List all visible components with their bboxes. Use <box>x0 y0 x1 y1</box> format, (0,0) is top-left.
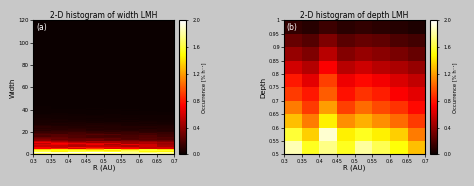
Y-axis label: Occurrence [% h⁻¹]: Occurrence [% h⁻¹] <box>453 62 457 113</box>
Text: (b): (b) <box>287 23 298 32</box>
X-axis label: R (AU): R (AU) <box>92 165 115 171</box>
Text: (a): (a) <box>36 23 47 32</box>
Y-axis label: Width: Width <box>10 77 16 98</box>
Y-axis label: Depth: Depth <box>260 77 266 98</box>
X-axis label: R (AU): R (AU) <box>343 165 366 171</box>
Title: 2-D histogram of width LMH: 2-D histogram of width LMH <box>50 11 157 20</box>
Y-axis label: Occurrence [% h⁻¹]: Occurrence [% h⁻¹] <box>202 62 207 113</box>
Title: 2-D histogram of depth LMH: 2-D histogram of depth LMH <box>301 11 409 20</box>
